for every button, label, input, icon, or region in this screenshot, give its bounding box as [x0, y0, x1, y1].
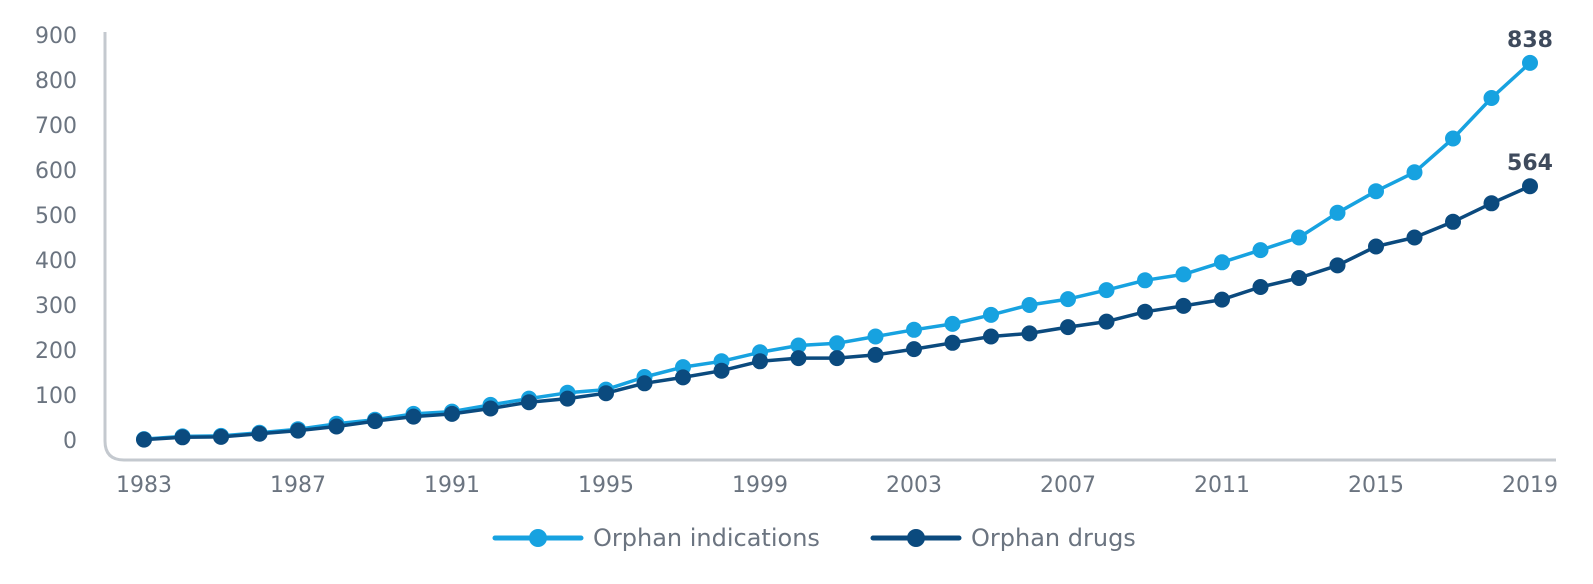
y-tick-label: 800	[35, 69, 77, 94]
x-tick-label: 2015	[1348, 473, 1404, 498]
end-value-label-0: 838	[1507, 28, 1553, 53]
data-point-0	[1483, 90, 1500, 106]
data-point-1	[1021, 325, 1038, 342]
data-point-0	[1098, 282, 1115, 299]
data-point-0	[1291, 229, 1307, 246]
x-tick-label: 1999	[732, 473, 788, 498]
data-point-1	[906, 341, 922, 358]
data-point-1	[1329, 257, 1346, 274]
legend-label-1: Orphan drugs	[971, 524, 1136, 552]
x-tick-label: 2019	[1502, 473, 1558, 498]
data-point-1	[1368, 238, 1384, 255]
data-point-0	[1214, 254, 1230, 271]
data-point-1	[521, 394, 537, 411]
x-tick-label: 1983	[116, 473, 172, 498]
data-point-0	[1175, 266, 1192, 283]
data-point-1	[1445, 213, 1461, 230]
data-point-1	[1175, 297, 1192, 314]
data-point-0	[1406, 164, 1423, 181]
data-point-1	[1522, 178, 1538, 195]
data-point-1	[598, 385, 614, 402]
data-point-1	[290, 422, 306, 439]
data-point-1	[174, 429, 191, 446]
data-point-1	[1483, 195, 1500, 212]
data-point-0	[1137, 272, 1153, 289]
data-point-0	[1522, 54, 1538, 71]
x-tick-label: 2003	[886, 473, 942, 498]
data-point-1	[136, 431, 152, 448]
data-point-1	[367, 413, 383, 430]
data-point-1	[1098, 313, 1115, 330]
data-point-0	[1329, 204, 1346, 221]
data-point-1	[1406, 229, 1423, 246]
data-point-1	[251, 425, 268, 442]
legend-swatch-marker-0	[529, 529, 547, 547]
data-point-1	[1291, 270, 1307, 286]
data-point-0	[867, 328, 884, 345]
data-point-1	[675, 369, 691, 386]
x-tick-label: 1991	[424, 473, 480, 498]
data-point-1	[790, 350, 807, 367]
legend-swatch-marker-1	[907, 529, 925, 547]
data-point-1	[405, 408, 422, 425]
data-point-1	[752, 353, 768, 370]
y-tick-label: 900	[35, 24, 77, 49]
y-tick-label: 100	[35, 384, 77, 409]
data-point-1	[444, 405, 460, 422]
y-tick-label: 0	[63, 429, 77, 454]
data-point-1	[944, 334, 961, 351]
y-tick-label: 200	[35, 339, 77, 364]
y-tick-label: 600	[35, 159, 77, 184]
data-point-0	[1368, 183, 1384, 200]
data-point-0	[1252, 242, 1269, 259]
data-point-1	[328, 418, 345, 435]
x-tick-label: 2011	[1194, 473, 1250, 498]
data-point-0	[906, 321, 922, 338]
data-point-0	[829, 335, 845, 352]
y-tick-label: 700	[35, 114, 77, 139]
axes-line	[103, 32, 1556, 462]
x-tick-label: 1995	[578, 473, 634, 498]
data-point-0	[1060, 291, 1076, 308]
data-point-1	[713, 362, 730, 379]
data-point-0	[944, 315, 961, 332]
data-point-0	[983, 306, 999, 323]
end-value-label-1: 564	[1507, 151, 1553, 176]
data-point-1	[636, 375, 653, 392]
data-point-1	[213, 428, 229, 445]
data-point-1	[559, 390, 576, 407]
data-point-0	[1445, 130, 1461, 147]
y-tick-label: 400	[35, 249, 77, 274]
data-point-1	[1137, 303, 1153, 320]
y-tick-label: 500	[35, 204, 77, 229]
data-point-1	[983, 328, 999, 345]
x-tick-label: 1987	[270, 473, 326, 498]
data-point-0	[790, 337, 807, 354]
legend-label-0: Orphan indications	[593, 524, 820, 552]
data-point-1	[482, 400, 499, 417]
data-point-1	[1060, 319, 1076, 336]
data-point-1	[829, 350, 845, 367]
series-line-0	[143, 61, 1532, 441]
y-tick-label: 300	[35, 294, 77, 319]
data-point-1	[867, 346, 884, 363]
data-point-1	[1214, 291, 1230, 308]
data-point-0	[1021, 297, 1038, 313]
x-tick-label: 2007	[1040, 473, 1096, 498]
data-point-1	[1252, 279, 1269, 295]
